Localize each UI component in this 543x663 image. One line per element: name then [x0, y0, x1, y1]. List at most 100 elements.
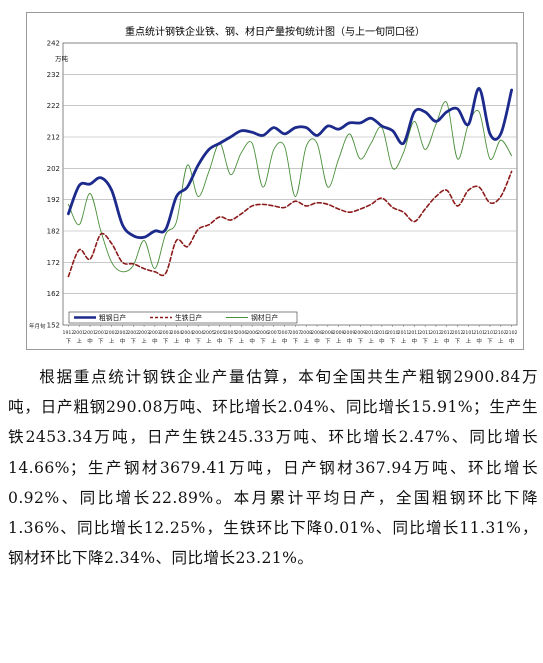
- x-tick-label-period: 上: [336, 337, 342, 345]
- x-tick-label-period: 中: [476, 337, 482, 345]
- x-tick-label-period: 上: [174, 337, 180, 345]
- x-tick-label-period: 中: [412, 337, 418, 345]
- x-tick-label-month: 2003: [138, 330, 150, 336]
- x-tick-label-month: 2007: [290, 330, 302, 336]
- x-tick-label-period: 上: [368, 337, 374, 345]
- x-tick-label-period: 下: [228, 338, 234, 345]
- x-tick-label-period: 中: [444, 337, 450, 345]
- legend-box: [68, 311, 298, 324]
- article-paragraph: 根据重点统计钢铁企业产量估算，本旬全国共生产粗钢2900.84万吨，日产粗钢29…: [8, 368, 538, 568]
- x-tick-label-month: 2011: [408, 330, 420, 336]
- x-tick-label-month: 2101: [463, 330, 475, 336]
- x-tick-label-period: 上: [141, 337, 147, 345]
- x-tick-label-month: 2012: [441, 330, 453, 336]
- x-tick-label-month: 2101: [473, 330, 485, 336]
- x-tick-label-period: 上: [433, 337, 439, 345]
- x-tick-label-period: 上: [206, 337, 212, 345]
- legend-label: 钢材日产: [251, 313, 278, 322]
- y-tick-label: 172: [47, 259, 60, 267]
- x-tick-label-month: 2001: [73, 330, 85, 336]
- x-tick-label-period: 下: [358, 338, 364, 345]
- x-tick-label-month: 2010: [376, 330, 388, 336]
- x-tick-label-period: 上: [271, 337, 277, 345]
- chart-title: 重点统计钢铁企业铁、钢、材日产量按旬统计图（与上一旬同口径）: [125, 27, 425, 38]
- x-tick-label-period: 下: [98, 338, 104, 345]
- x-tick-label-month: 2006: [257, 330, 269, 336]
- x-tick-label-period: 上: [466, 337, 472, 345]
- x-tick-label-period: 上: [76, 337, 82, 345]
- x-tick-label-month: 2012: [452, 330, 464, 336]
- x-tick-label-month: 2004: [171, 330, 183, 336]
- y-tick-label: 192: [47, 196, 60, 204]
- x-tick-label-month: 2006: [236, 330, 248, 336]
- y-axis-unit: 万吨: [55, 54, 69, 63]
- x-tick-label-period: 下: [390, 338, 396, 345]
- x-tick-label-period: 下: [195, 338, 201, 345]
- x-tick-label-period: 中: [314, 337, 320, 345]
- x-tick-label-period: 上: [401, 337, 407, 345]
- x-tick-label-month: 2102: [495, 330, 507, 336]
- x-tick-label-month: 2012: [430, 330, 442, 336]
- x-tick-label-period: 下: [455, 338, 461, 345]
- x-tick-label-period: 下: [163, 338, 169, 345]
- series-line-0: [67, 87, 513, 240]
- x-tick-label-month: 2011: [398, 330, 410, 336]
- x-tick-label-month: 2003: [160, 330, 172, 336]
- x-tick-label-period: 下: [422, 338, 428, 345]
- y-tick-label: 222: [47, 102, 60, 110]
- x-tick-label-month: 2001: [84, 330, 96, 336]
- x-tick-label-month: 2008: [300, 330, 312, 336]
- x-tick-label-month: 2005: [225, 330, 237, 336]
- x-tick-label-month: 2004: [192, 330, 204, 336]
- x-tick-label-period: 上: [239, 337, 245, 345]
- y-tick-label: 212: [47, 134, 60, 142]
- x-tick-label-month: 1912: [63, 330, 75, 336]
- x-tick-label-period: 上: [303, 337, 309, 345]
- x-tick-label-month: 2001: [95, 330, 107, 336]
- legend-label: 生铁日产: [175, 313, 202, 322]
- x-tick-label-month: 2004: [181, 330, 193, 336]
- x-tick-label-period: 中: [152, 337, 158, 345]
- x-tick-label-period: 下: [293, 338, 299, 345]
- series-line-1: [67, 170, 513, 278]
- x-tick-label-period: 中: [509, 337, 515, 345]
- x-tick-label-period: 中: [120, 337, 126, 345]
- x-tick-label-month: 2002: [117, 330, 129, 336]
- x-tick-label-period: 下: [325, 338, 331, 345]
- y-tick-label: 152: [47, 322, 60, 330]
- x-tick-label-period: 中: [87, 337, 93, 345]
- x-tick-label-month: 2010: [387, 330, 399, 336]
- x-tick-label-period: 上: [498, 337, 504, 345]
- x-tick-label-month: 2010: [365, 330, 377, 336]
- x-tick-label-period: 中: [217, 337, 223, 345]
- y-tick-label: 162: [47, 290, 60, 298]
- x-tick-label-period: 下: [66, 338, 72, 345]
- x-tick-label-month: 2002: [127, 330, 139, 336]
- x-tick-label-month: 2009: [344, 330, 356, 336]
- x-tick-label-period: 中: [379, 337, 385, 345]
- x-tick-label-period: 中: [347, 337, 353, 345]
- x-tick-label-month: 2009: [354, 330, 366, 336]
- chart-frame: 重点统计钢铁企业铁、钢、材日产量按旬统计图（与上一旬同口径） 152 162 172…: [26, 12, 524, 350]
- legend-label: 粗钢日产: [99, 313, 126, 322]
- y-tick-label: 242: [47, 40, 60, 48]
- x-tick-label-period: 下: [131, 338, 137, 345]
- x-tick-label-month: 2007: [279, 330, 291, 336]
- x-tick-label-period: 中: [282, 337, 288, 345]
- x-tick-label-month: 2101: [484, 330, 496, 336]
- series-line-2: [67, 101, 513, 273]
- x-tick-label-period: 下: [487, 338, 493, 345]
- x-tick-label-month: 2006: [246, 330, 258, 336]
- x-tick-label-period: 中: [185, 337, 191, 345]
- article: 根据重点统计钢铁企业产量估算，本旬全国共生产粗钢2900.84万吨，日产粗钢29…: [8, 362, 538, 573]
- x-tick-label-month: 2008: [322, 330, 334, 336]
- x-tick-label-month: 2003: [149, 330, 161, 336]
- x-axis-caption: 年月旬: [29, 322, 46, 330]
- x-tick-label-period: 中: [249, 337, 255, 345]
- x-tick-label-month: 2011: [419, 330, 431, 336]
- x-tick-label-month: 2102: [506, 330, 518, 336]
- y-tick-label: 182: [47, 228, 60, 236]
- x-tick-label-month: 2002: [106, 330, 118, 336]
- x-tick-label-month: 2009: [333, 330, 345, 336]
